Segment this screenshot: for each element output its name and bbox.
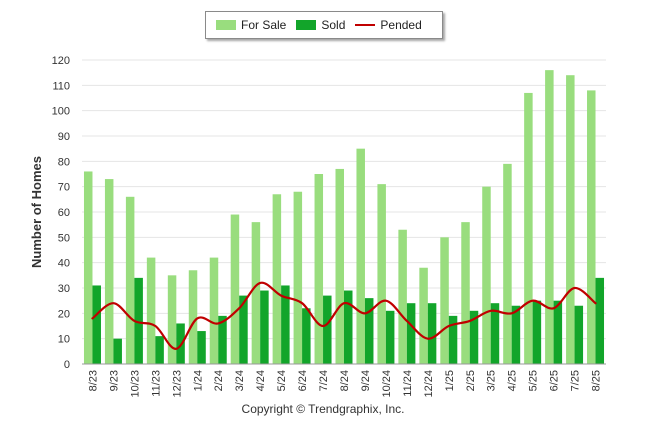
bar-sold — [596, 278, 605, 364]
legend-item-pended: Pended — [355, 18, 421, 32]
bar-for-sale — [419, 268, 428, 364]
x-tick-label: 6/24 — [297, 370, 309, 391]
x-tick-label: 10/23 — [129, 370, 141, 398]
bar-for-sale — [168, 275, 177, 364]
bar-for-sale — [84, 171, 93, 364]
bar-for-sale — [440, 237, 449, 364]
x-tick-label: 3/25 — [486, 370, 498, 391]
bar-for-sale — [377, 184, 386, 364]
x-tick-label: 3/24 — [234, 370, 246, 391]
bar-for-sale — [252, 222, 261, 364]
bar-sold — [302, 308, 311, 364]
y-tick-label: 80 — [58, 156, 70, 168]
x-tick-label: 2/24 — [213, 370, 225, 391]
bar-for-sale — [587, 90, 596, 364]
bar-for-sale — [105, 179, 114, 364]
bar-for-sale — [503, 164, 512, 364]
bar-for-sale — [545, 70, 554, 364]
bar-for-sale — [126, 197, 134, 364]
x-tick-label: 5/24 — [276, 370, 288, 391]
legend-item-sold: Sold — [296, 18, 345, 32]
bar-for-sale — [147, 258, 156, 364]
y-tick-label: 40 — [58, 258, 70, 270]
y-tick-label: 90 — [58, 131, 70, 143]
x-tick-label: 12/23 — [171, 370, 183, 398]
legend: For Sale Sold Pended — [205, 11, 443, 39]
bar-sold — [428, 303, 437, 364]
bar-for-sale — [566, 75, 575, 364]
bar-for-sale — [524, 93, 533, 364]
bar-sold — [260, 291, 269, 364]
y-tick-label: 50 — [58, 232, 70, 244]
bar-sold — [407, 303, 416, 364]
x-tick-label: 5/25 — [528, 370, 540, 391]
bar-sold — [155, 336, 164, 364]
legend-label-pended: Pended — [380, 18, 421, 32]
x-tick-label: 9/23 — [108, 370, 120, 391]
bar-sold — [113, 339, 122, 364]
x-axis-ticks: 8/23 9/23 10/23 11/23 12/23 1/24 2/24 3/24 4/24 5… — [87, 370, 602, 398]
bar-for-sale — [210, 258, 219, 364]
x-tick-label: 9/24 — [360, 370, 372, 391]
x-tick-label: 4/25 — [507, 370, 519, 391]
bar-for-sale — [356, 149, 365, 364]
y-tick-label: 120 — [52, 55, 70, 67]
y-tick-label: 30 — [58, 283, 70, 295]
x-tick-label: 1/25 — [444, 370, 456, 391]
x-tick-label: 6/25 — [549, 370, 561, 391]
legend-label-for-sale: For Sale — [241, 18, 286, 32]
y-tick-label: 110 — [52, 80, 70, 92]
bar-sold — [92, 285, 101, 364]
bars — [84, 70, 604, 364]
legend-swatch-for-sale — [216, 20, 236, 30]
bar-sold — [575, 306, 584, 364]
y-axis-label: Number of Homes — [29, 156, 44, 268]
y-tick-label: 20 — [58, 308, 70, 320]
bar-for-sale — [461, 222, 470, 364]
x-tick-label: 11/24 — [402, 370, 414, 397]
y-tick-label: 60 — [58, 207, 70, 219]
bar-sold — [512, 306, 521, 364]
legend-swatch-pended — [355, 24, 375, 26]
bar-sold — [533, 301, 542, 364]
y-tick-label: 10 — [58, 334, 70, 346]
x-tick-label: 8/25 — [591, 370, 603, 391]
bar-for-sale — [398, 230, 407, 364]
bar-for-sale — [189, 270, 198, 364]
bar-for-sale — [482, 187, 491, 364]
x-tick-label: 12/24 — [423, 370, 435, 398]
x-tick-label: 2/25 — [465, 370, 477, 391]
bar-for-sale — [315, 174, 324, 364]
x-tick-label: 7/25 — [570, 370, 582, 391]
y-tick-label: 100 — [52, 106, 70, 118]
y-tick-label: 0 — [64, 359, 70, 371]
bar-sold — [344, 291, 353, 364]
legend-item-for-sale: For Sale — [216, 18, 286, 32]
legend-swatch-sold — [296, 20, 316, 30]
x-tick-label: 4/24 — [255, 370, 267, 391]
x-tick-label: 11/23 — [150, 370, 162, 397]
bar-for-sale — [273, 194, 282, 364]
bar-for-sale — [336, 169, 345, 364]
x-tick-label: 7/24 — [318, 370, 330, 391]
bar-for-sale — [231, 215, 240, 364]
bar-sold — [197, 331, 206, 364]
copyright-text: Copyright © Trendgraphix, Inc. — [0, 402, 646, 416]
bar-sold — [386, 311, 395, 364]
x-tick-label: 1/24 — [192, 370, 204, 391]
legend-label-sold: Sold — [321, 18, 345, 32]
bar-sold — [554, 301, 563, 364]
x-tick-label: 8/23 — [87, 370, 99, 391]
x-tick-label: 10/24 — [381, 370, 393, 398]
bar-for-sale — [294, 192, 303, 364]
x-tick-label: 8/24 — [339, 370, 351, 391]
y-axis-ticks: 0 10 20 30 40 50 60 70 80 90 100 110 120 — [52, 55, 70, 371]
y-tick-label: 70 — [58, 182, 70, 194]
bar-sold — [323, 296, 332, 364]
